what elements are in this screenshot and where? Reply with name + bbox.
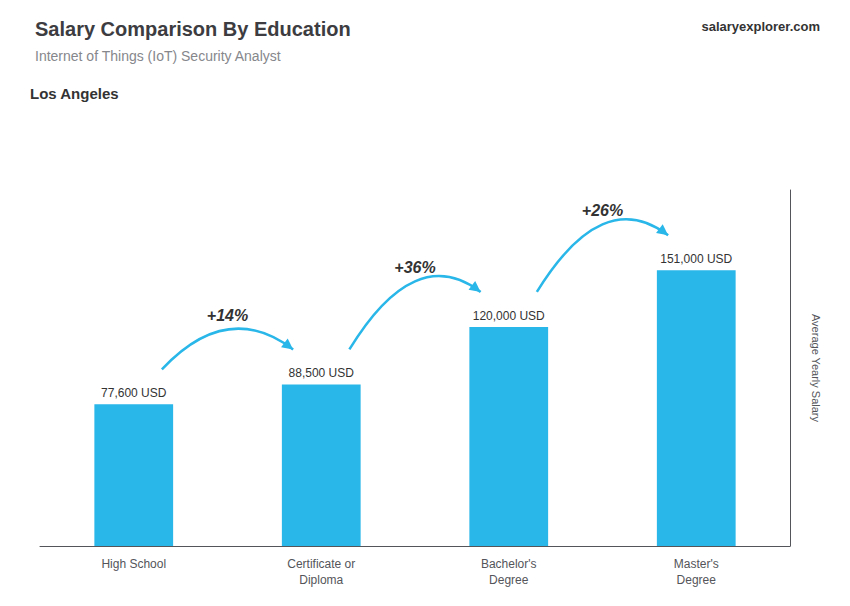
svg-text:88,500 USD: 88,500 USD (289, 366, 355, 380)
svg-text:salaryexplorer.com: salaryexplorer.com (701, 19, 820, 34)
svg-text:+36%: +36% (394, 259, 435, 276)
svg-text:High School: High School (101, 557, 166, 571)
svg-text:Certificate or: Certificate or (287, 557, 355, 571)
svg-text:Average Yearly Salary: Average Yearly Salary (810, 314, 822, 423)
svg-text:+14%: +14% (207, 307, 248, 324)
svg-text:151,000 USD: 151,000 USD (660, 252, 732, 266)
svg-text:Internet of Things (IoT) Secur: Internet of Things (IoT) Security Analys… (35, 48, 281, 64)
svg-text:Los Angeles: Los Angeles (30, 85, 119, 102)
svg-text:Bachelor's: Bachelor's (481, 557, 537, 571)
svg-text:Degree: Degree (489, 573, 529, 587)
svg-text:77,600 USD: 77,600 USD (101, 386, 167, 400)
svg-text:Salary Comparison By Education: Salary Comparison By Education (35, 18, 351, 40)
svg-text:120,000 USD: 120,000 USD (473, 309, 545, 323)
svg-text:Degree: Degree (677, 573, 717, 587)
svg-text:Master's: Master's (674, 557, 719, 571)
svg-text:+26%: +26% (582, 202, 623, 219)
svg-text:Diploma: Diploma (299, 573, 343, 587)
